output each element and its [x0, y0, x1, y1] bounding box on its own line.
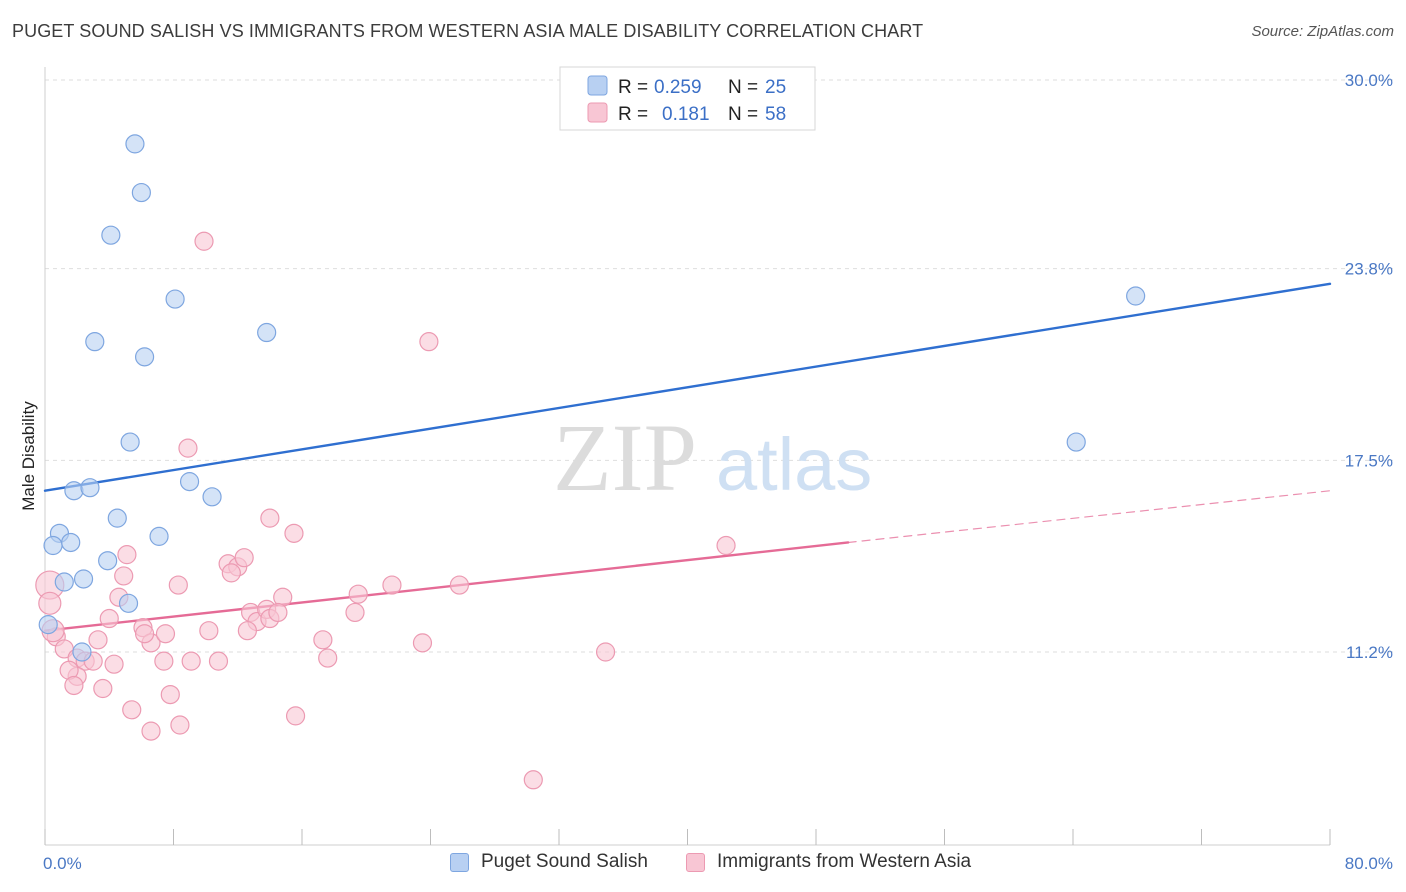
trend-line-western-asia [43, 541, 850, 632]
data-point-western-asia [160, 684, 180, 705]
data-point-western-asia [99, 608, 119, 629]
data-point-western-asia [134, 624, 155, 644]
y-tick-label: 30.0% [1345, 71, 1393, 90]
data-point-western-asia [154, 651, 174, 671]
data-point-salish [165, 289, 185, 309]
legend-r-value-2: 0.181 [662, 104, 710, 125]
western-asia-swatch [686, 852, 705, 872]
data-point-salish [257, 322, 277, 343]
data-point-salish [64, 481, 84, 501]
bottom-legend-item-western-asia: Immigrants from Western Asia [686, 851, 971, 873]
legend-n-label-2: N = [728, 104, 758, 125]
legend-n-value-2: 58 [765, 104, 786, 125]
data-point-western-asia [221, 563, 241, 583]
legend-n-label-1: N = [728, 77, 758, 98]
y-axis-label: Male Disability [19, 401, 38, 511]
data-point-western-asia [268, 602, 288, 623]
data-point-salish [38, 615, 58, 635]
data-point-western-asia [199, 621, 219, 641]
legend-r-label-2: R = [618, 104, 648, 125]
data-point-salish [101, 225, 121, 245]
data-point-western-asia [419, 332, 439, 352]
x-tick-label-min: 0.0% [43, 854, 82, 873]
data-point-salish [134, 347, 155, 367]
chart-title: PUGET SOUND SALISH VS IMMIGRANTS FROM WE… [12, 21, 924, 41]
data-point-western-asia [595, 642, 616, 662]
data-point-salish [1066, 432, 1086, 452]
legend-swatch-pink [587, 102, 608, 123]
data-point-salish [85, 332, 105, 352]
legend-box: R = 0.259 N = 25 R = 0.181 N = 58 [559, 66, 816, 131]
data-point-western-asia [38, 591, 62, 615]
watermark-atlas: atlas [716, 423, 872, 506]
data-point-western-asia [234, 548, 254, 568]
data-point-western-asia [181, 651, 201, 671]
data-point-salish [131, 182, 151, 203]
y-tick-label: 11.2% [1346, 643, 1393, 662]
watermark-zip: ZIP [553, 404, 697, 511]
data-point-western-asia [313, 630, 333, 650]
chart-source: Source: ZipAtlas.com [1251, 23, 1394, 40]
data-point-salish [43, 535, 63, 556]
data-point-salish [118, 593, 139, 613]
data-point-western-asia [93, 678, 113, 699]
trend-layer [43, 282, 1332, 632]
data-point-western-asia [345, 602, 365, 623]
bottom-legend-label-western-asia: Immigrants from Western Asia [717, 851, 972, 872]
data-point-western-asia [284, 523, 304, 543]
legend-n-value-1: 25 [765, 77, 786, 98]
data-point-western-asia [178, 438, 198, 458]
data-point-western-asia [208, 651, 229, 671]
data-point-western-asia [318, 648, 338, 668]
axis-layer: 11.2% 17.5% 23.8% 30.0% 0.0% 80.0% [43, 67, 1393, 873]
data-point-western-asia [237, 621, 257, 641]
data-point-salish [54, 572, 74, 592]
data-point-western-asia [382, 575, 402, 595]
trend-line-salish [43, 282, 1332, 492]
data-point-salish [125, 134, 145, 154]
data-point-salish [73, 569, 94, 589]
data-point-salish [179, 472, 200, 492]
data-point-western-asia [122, 700, 142, 720]
legend-r-label-1: R = [618, 77, 648, 98]
y-tick-label: 17.5% [1345, 451, 1393, 470]
data-point-western-asia [348, 584, 368, 604]
salish-swatch [450, 852, 469, 872]
data-point-western-asia [260, 508, 280, 528]
x-tick-label-max: 80.0% [1345, 854, 1393, 873]
bottom-legend: Puget Sound Salish Immigrants from Weste… [0, 851, 1406, 879]
data-point-western-asia [170, 715, 190, 735]
data-point-western-asia [449, 575, 470, 595]
data-point-western-asia [285, 706, 306, 726]
data-point-western-asia [88, 630, 108, 650]
data-point-western-asia [194, 231, 214, 251]
bottom-legend-item-salish: Puget Sound Salish [450, 851, 648, 873]
data-point-western-asia [141, 721, 161, 741]
data-point-salish [98, 551, 118, 571]
trend-line-western-asia [847, 490, 1331, 544]
bottom-legend-label-salish: Puget Sound Salish [481, 851, 648, 872]
data-point-western-asia [155, 624, 176, 644]
data-point-salish [149, 526, 169, 546]
legend-swatch-blue [587, 75, 608, 96]
data-point-salish [1126, 286, 1146, 306]
data-point-salish [202, 487, 222, 507]
y-tick-label: 23.8% [1345, 260, 1393, 279]
data-point-salish [80, 478, 100, 498]
data-point-western-asia [716, 535, 736, 556]
data-point-salish [120, 432, 140, 452]
data-point-western-asia [104, 654, 124, 674]
data-point-western-asia [168, 575, 188, 595]
data-point-salish [61, 532, 81, 553]
data-point-western-asia [114, 566, 134, 586]
data-point-western-asia [64, 675, 84, 696]
data-point-western-asia [523, 770, 543, 790]
data-point-salish [107, 508, 127, 528]
data-point-western-asia [412, 633, 433, 653]
data-point-salish [72, 642, 92, 662]
points-layer [35, 134, 1146, 790]
data-point-western-asia [117, 545, 137, 565]
legend-r-value-1: 0.259 [654, 77, 702, 98]
